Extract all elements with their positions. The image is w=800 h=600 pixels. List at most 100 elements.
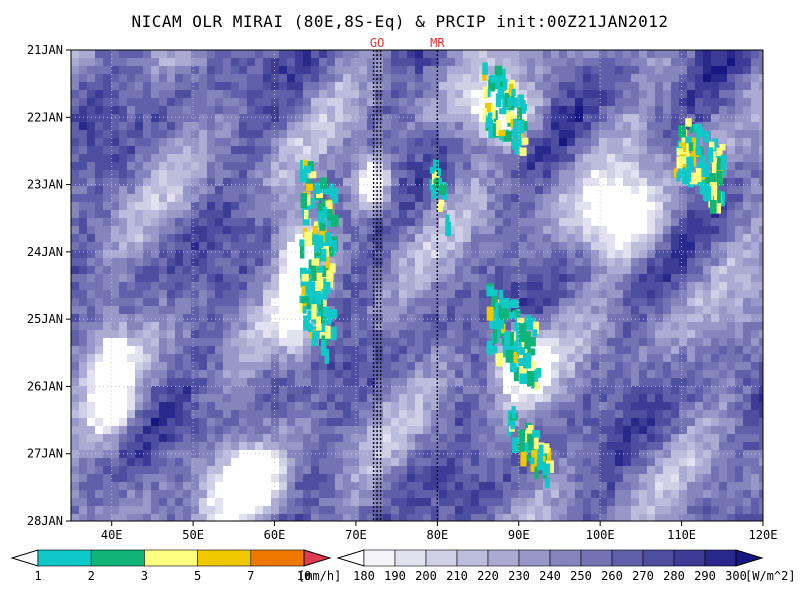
olr-cell xyxy=(719,370,728,379)
olr-cell xyxy=(447,514,456,521)
olr-cell xyxy=(167,66,176,75)
olr-cell xyxy=(615,362,624,371)
olr-cell xyxy=(623,330,632,339)
olr-cell xyxy=(151,322,160,331)
olr-cell xyxy=(295,306,304,315)
olr-cell xyxy=(303,498,312,507)
olr-cell xyxy=(207,178,216,187)
olr-cell xyxy=(103,354,112,363)
olr-cell xyxy=(199,50,208,59)
olr-cell xyxy=(583,314,592,323)
olr-cell xyxy=(455,242,464,251)
olr-cell xyxy=(231,506,240,515)
olr-cell xyxy=(455,418,464,427)
olr-cell xyxy=(335,138,344,147)
olr-cell xyxy=(455,74,464,83)
olr-cell xyxy=(543,154,552,163)
olr-cell xyxy=(407,498,416,507)
olr-cell xyxy=(511,74,520,83)
olr-cell xyxy=(159,346,168,355)
olr-cell xyxy=(79,258,88,267)
olr-cell xyxy=(711,498,720,507)
olr-cell xyxy=(287,266,296,275)
olr-cell xyxy=(375,466,384,475)
olr-cell xyxy=(87,146,96,155)
olr-cell xyxy=(287,178,296,187)
olr-cell xyxy=(639,490,648,499)
olr-cell xyxy=(735,474,744,483)
olr-cell xyxy=(119,82,128,91)
olr-cell xyxy=(79,66,88,75)
olr-cell xyxy=(183,434,192,443)
olr-cell xyxy=(623,178,632,187)
olr-cell xyxy=(463,290,472,299)
olr-cell xyxy=(423,66,432,75)
olr-cell xyxy=(183,218,192,227)
olr-cell xyxy=(535,314,544,323)
olr-cell xyxy=(711,298,720,307)
olr-cell xyxy=(319,394,328,403)
olr-cell xyxy=(271,218,280,227)
olr-cell xyxy=(303,426,312,435)
olr-cell xyxy=(95,226,104,235)
olr-cell xyxy=(423,298,432,307)
olr-cell xyxy=(623,378,632,387)
olr-cell xyxy=(415,306,424,315)
olr-cell xyxy=(335,490,344,499)
olr-cell xyxy=(679,338,688,347)
olr-cell xyxy=(639,346,648,355)
olr-cell xyxy=(135,58,144,67)
olr-cell xyxy=(735,282,744,291)
olr-cell xyxy=(647,458,656,467)
olr-cell xyxy=(103,266,112,275)
olr-cell xyxy=(303,386,312,395)
olr-cell xyxy=(471,378,480,387)
olr-cell xyxy=(391,346,400,355)
olr-cell xyxy=(623,386,632,395)
olr-cell xyxy=(671,66,680,75)
olr-cell xyxy=(359,306,368,315)
olr-cell xyxy=(151,162,160,171)
olr-cell xyxy=(351,434,360,443)
olr-cell xyxy=(727,498,736,507)
olr-cell xyxy=(583,434,592,443)
olr-cell xyxy=(119,418,128,427)
olr-cell xyxy=(255,338,264,347)
olr-cell xyxy=(599,130,608,139)
olr-cell xyxy=(543,170,552,179)
olr-cell xyxy=(95,74,104,83)
olr-cell xyxy=(223,266,232,275)
olr-cell xyxy=(567,306,576,315)
olr-cell xyxy=(143,338,152,347)
olr-cell xyxy=(695,418,704,427)
olr-cell xyxy=(111,226,120,235)
olr-cell xyxy=(375,162,384,171)
olr-cell xyxy=(607,386,616,395)
olr-cell xyxy=(191,410,200,419)
olr-cell xyxy=(367,490,376,499)
olr-cell xyxy=(695,354,704,363)
olr-cell xyxy=(167,282,176,291)
olr-cell xyxy=(695,314,704,323)
olr-cell xyxy=(447,402,456,411)
olr-cell xyxy=(127,330,136,339)
olr-cell xyxy=(311,386,320,395)
olr-cell xyxy=(359,210,368,219)
olr-cell xyxy=(111,426,120,435)
olr-cell xyxy=(215,258,224,267)
olr-cell xyxy=(695,322,704,331)
olr-cell xyxy=(327,498,336,507)
olr-cell xyxy=(543,330,552,339)
olr-cell xyxy=(383,306,392,315)
olr-cell xyxy=(351,266,360,275)
olr-cell xyxy=(127,58,136,67)
olr-cell xyxy=(519,466,528,475)
olr-cell xyxy=(639,450,648,459)
olr-cell xyxy=(687,474,696,483)
olr-cell xyxy=(407,322,416,331)
olr-cell xyxy=(103,410,112,419)
olr-cell xyxy=(343,234,352,243)
olr-cell xyxy=(711,514,720,521)
olr-cell xyxy=(151,418,160,427)
olr-cell xyxy=(239,178,248,187)
